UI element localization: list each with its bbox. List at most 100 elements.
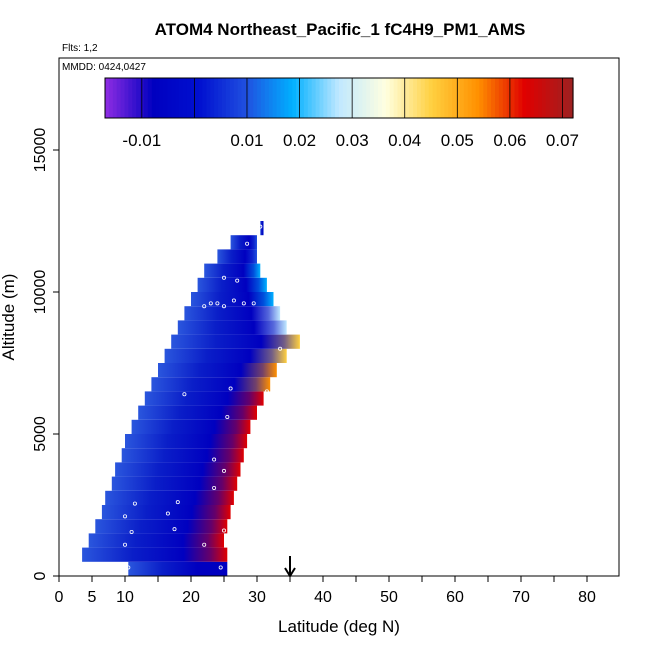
- colorbar-swatch: [167, 78, 172, 118]
- x-axis-label: Latitude (deg N): [278, 617, 400, 636]
- colorbar-swatch: [147, 78, 153, 118]
- profile-slab: [125, 434, 248, 449]
- colorbar-swatch: [362, 78, 367, 118]
- profile-slab: [204, 263, 261, 278]
- colorbar-swatch: [456, 78, 461, 118]
- sample-point: [235, 278, 240, 283]
- colorbar-swatch: [140, 78, 145, 118]
- colorbar-swatch: [186, 78, 192, 118]
- colorbar-swatch: [417, 78, 422, 118]
- colorbar-swatch: [249, 78, 254, 118]
- colorbar-swatch: [354, 78, 360, 118]
- colorbar-swatch: [190, 78, 196, 118]
- sample-point: [182, 392, 187, 397]
- colorbar-swatch: [350, 78, 356, 118]
- colorbar-swatch: [206, 78, 211, 118]
- colorbar-swatch: [144, 78, 149, 118]
- colorbar-swatch: [331, 78, 336, 118]
- colorbar-swatch: [218, 78, 223, 118]
- profile-slab: [197, 277, 267, 292]
- sample-point: [278, 346, 283, 351]
- colorbar-swatch: [436, 78, 441, 118]
- colorbar-swatch: [378, 78, 383, 118]
- sample-point: [241, 301, 246, 306]
- sample-point: [215, 301, 220, 306]
- colorbar-swatch: [479, 78, 484, 118]
- sample-point: [202, 304, 207, 309]
- colorbar-swatch: [366, 78, 371, 118]
- colorbar-swatch: [327, 78, 332, 118]
- colorbar-swatch: [409, 78, 414, 118]
- sample-point: [251, 301, 256, 306]
- colorbar-swatch: [233, 78, 239, 118]
- sample-point: [208, 301, 213, 306]
- x-tick-label: 60: [446, 589, 464, 606]
- colorbar-swatch: [253, 78, 258, 118]
- profile-slab: [82, 547, 228, 562]
- colorbar-swatch: [569, 78, 574, 118]
- colorbar-swatch: [413, 78, 418, 118]
- colorbar-swatch: [545, 78, 551, 118]
- sample-point: [123, 514, 128, 519]
- colorbar-swatch: [432, 78, 438, 118]
- colorbar-swatch: [452, 78, 457, 118]
- colorbar-swatch: [518, 78, 523, 118]
- colorbar-swatch: [280, 78, 285, 118]
- colorbar-swatch: [323, 78, 328, 118]
- colorbar-swatch: [530, 78, 535, 118]
- sample-point: [231, 298, 236, 303]
- x-tick-label: 70: [512, 589, 530, 606]
- colorbar-swatch: [467, 78, 473, 118]
- profile-slab: [217, 249, 257, 264]
- colorbar-swatch: [311, 78, 317, 118]
- colorbar-swatch: [420, 78, 426, 118]
- colorbar-swatch: [565, 78, 570, 118]
- y-tick-label: 15000: [32, 128, 49, 173]
- y-tick-label: 10000: [32, 270, 49, 315]
- profile-slab: [128, 561, 228, 576]
- colorbar-swatch: [405, 78, 410, 118]
- sample-point: [274, 383, 279, 388]
- colorbar-swatch: [491, 78, 496, 118]
- profile-slab: [151, 377, 271, 392]
- colorbar-swatch: [268, 78, 274, 118]
- colorbar-swatch: [370, 78, 375, 118]
- colorbar-swatch: [385, 78, 391, 118]
- colorbar-swatch: [534, 78, 539, 118]
- colorbar-swatch: [506, 78, 512, 118]
- sample-point: [221, 275, 226, 280]
- profile-slab: [95, 519, 228, 534]
- colorbar-swatch: [128, 78, 133, 118]
- colorbar-swatch: [522, 78, 527, 118]
- x-tick-label: 30: [248, 589, 266, 606]
- profile-slab: [184, 306, 281, 321]
- colorbar-swatch: [307, 78, 313, 118]
- colorbar-swatch: [401, 78, 406, 118]
- y-axis-label: Altitude (m): [0, 274, 18, 361]
- colorbar-swatch: [214, 78, 219, 118]
- colorbar-swatch: [541, 78, 547, 118]
- colorbar-tick-label: 0.05: [441, 131, 474, 150]
- colorbar-swatch: [112, 78, 118, 118]
- colorbar-swatch: [237, 78, 243, 118]
- colorbar-swatch: [222, 78, 227, 118]
- colorbar-swatch: [116, 78, 122, 118]
- profile-slab: [191, 292, 274, 307]
- colorbar-swatch: [120, 78, 126, 118]
- sample-point: [264, 389, 269, 394]
- colorbar-swatch: [428, 78, 434, 118]
- colorbar-swatch: [440, 78, 445, 118]
- colorbar-swatch: [498, 78, 504, 118]
- sample-point: [225, 414, 230, 419]
- axes: 0 5 10 20 30 40 50 60 70 80 0 5000 10000 15000: [32, 57, 620, 606]
- colorbar-swatch: [514, 78, 519, 118]
- profile-slab: [121, 448, 244, 463]
- colorbar-swatch: [159, 78, 165, 118]
- x-tick-label: 80: [578, 589, 596, 606]
- sample-point: [202, 542, 207, 547]
- colorbar-tick-label: -0.01: [122, 131, 161, 150]
- colorbar-swatch: [171, 78, 176, 118]
- colorbar-swatch: [276, 78, 282, 118]
- x-tick-label: 20: [182, 589, 200, 606]
- profile-slab: [131, 419, 251, 434]
